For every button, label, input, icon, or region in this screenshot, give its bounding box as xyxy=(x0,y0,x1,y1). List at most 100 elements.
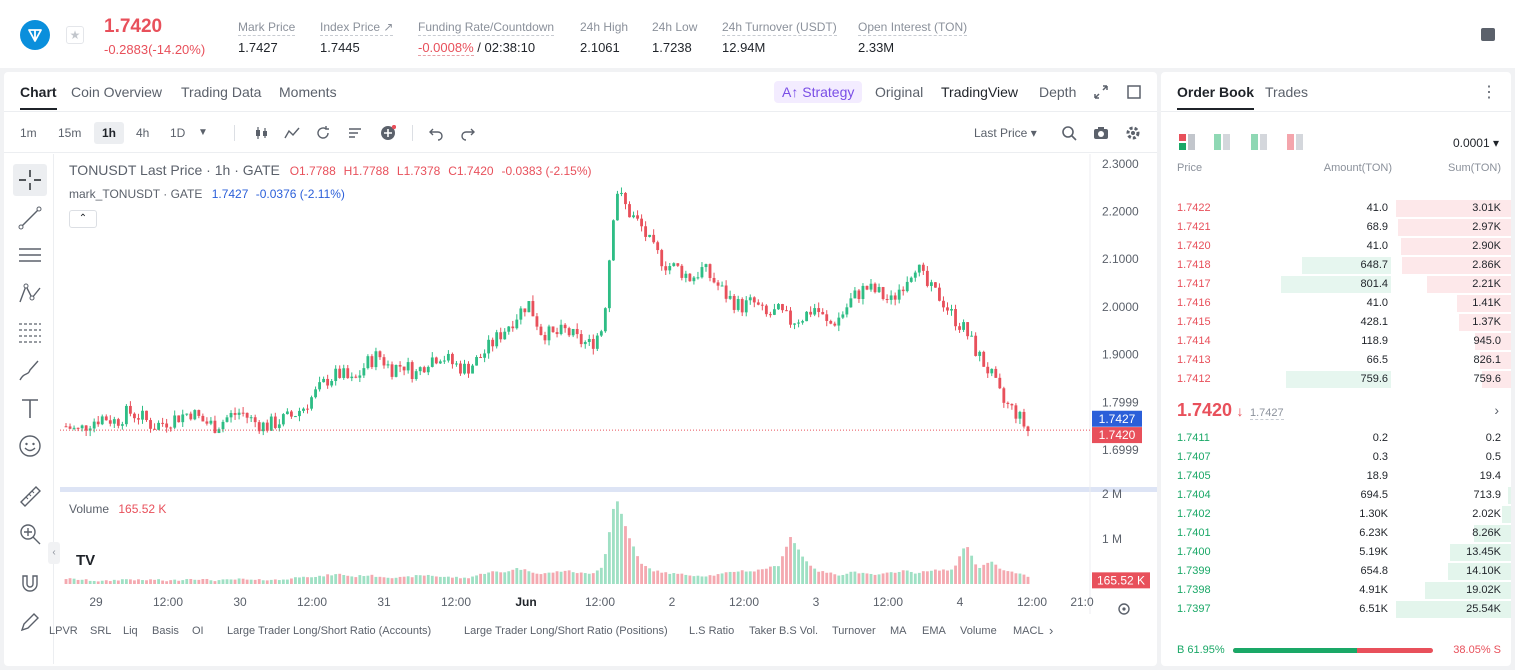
indicators-icon[interactable] xyxy=(284,125,300,141)
ask-row[interactable]: 1.7421 68.9 2.97K xyxy=(1161,218,1511,237)
tab-coin-overview[interactable]: Coin Overview xyxy=(71,84,163,100)
timeframe-15m[interactable]: 15m xyxy=(58,126,82,140)
chart-settings-icon[interactable] xyxy=(1117,602,1131,616)
volume-bar xyxy=(881,573,885,584)
bid-row[interactable]: 1.7401 6.23K 8.26K xyxy=(1161,524,1511,543)
volume-bar xyxy=(442,576,446,584)
bid-row[interactable]: 1.7397 6.51K 25.54K xyxy=(1161,600,1511,619)
indicator-item[interactable]: OI xyxy=(192,625,204,637)
indicator-item[interactable]: L.S Ratio xyxy=(689,625,735,637)
legend-change: -0.0383 (-2.15%) xyxy=(501,164,592,178)
fullscreen-icon[interactable] xyxy=(1127,85,1141,99)
brush-icon[interactable] xyxy=(18,358,42,382)
view-original[interactable]: Original xyxy=(875,84,924,100)
precision-select[interactable]: 0.0001 ▾ xyxy=(1452,136,1499,150)
candle-body xyxy=(84,425,88,431)
timeframe-1h[interactable]: 1h xyxy=(94,122,125,144)
ask-row[interactable]: 1.7413 66.5 826.1 xyxy=(1161,351,1511,370)
chevron-right-icon[interactable]: › xyxy=(1494,402,1499,418)
tab-trades[interactable]: Trades xyxy=(1265,84,1309,100)
bid-row[interactable]: 1.7411 0.2 0.2 xyxy=(1161,429,1511,448)
price-source-select[interactable]: Last Price ▾ xyxy=(974,126,1037,140)
ask-row[interactable]: 1.7417 801.4 2.21K xyxy=(1161,275,1511,294)
timeframe-1d[interactable]: 1D xyxy=(170,126,186,140)
bid-row[interactable]: 1.7404 694.5 713.9 xyxy=(1161,486,1511,505)
collapse-legend-button[interactable]: ⌃ xyxy=(69,210,97,228)
favorite-star-icon[interactable]: ★ xyxy=(66,26,84,44)
indicator-item[interactable]: Taker B.S Vol. xyxy=(749,625,819,637)
expand-icon[interactable] xyxy=(1094,85,1108,99)
view-both-icon[interactable] xyxy=(1179,134,1195,150)
more-options-icon[interactable]: ⋮ xyxy=(1481,84,1497,101)
add-alert-icon[interactable] xyxy=(380,125,396,141)
tab-chart[interactable]: Chart xyxy=(20,84,57,110)
volume-bar xyxy=(133,580,136,584)
bid-row[interactable]: 1.7405 18.9 19.4 xyxy=(1161,467,1511,486)
tab-moments[interactable]: Moments xyxy=(279,84,337,100)
templates-icon[interactable] xyxy=(347,125,363,141)
ruler-icon[interactable] xyxy=(18,484,42,508)
candle-body xyxy=(233,413,237,415)
ask-row[interactable]: 1.7412 759.6 759.6 xyxy=(1161,370,1511,389)
guide-book-icon[interactable] xyxy=(1481,28,1495,41)
indicator-item[interactable]: Large Trader Long/Short Ratio (Positions… xyxy=(464,625,668,637)
collapse-sidebar-button[interactable]: ‹ xyxy=(48,542,60,564)
view-bids-icon[interactable] xyxy=(1214,134,1230,150)
indicator-item[interactable]: MACL xyxy=(1013,625,1044,637)
indicator-item[interactable]: Volume xyxy=(960,625,997,637)
bid-row[interactable]: 1.7399 654.8 14.10K xyxy=(1161,562,1511,581)
ask-row[interactable]: 1.7422 41.0 3.01K xyxy=(1161,199,1511,218)
redo-icon[interactable] xyxy=(460,125,476,141)
chevron-right-icon[interactable]: › xyxy=(1049,623,1054,638)
bid-row[interactable]: 1.7402 1.30K 2.02K xyxy=(1161,505,1511,524)
fibonacci-icon[interactable] xyxy=(18,320,42,344)
search-icon[interactable] xyxy=(1061,125,1077,141)
volume-bar xyxy=(612,508,615,584)
indicator-item[interactable]: Large Trader Long/Short Ratio (Accounts) xyxy=(227,625,432,637)
pattern-icon[interactable] xyxy=(18,282,42,306)
view-depth[interactable]: Depth xyxy=(1039,84,1077,100)
bid-row[interactable]: 1.7398 4.91K 19.02K xyxy=(1161,581,1511,600)
view-asks-icon[interactable] xyxy=(1287,134,1303,150)
undo-icon[interactable] xyxy=(428,125,444,141)
timeframe-4h[interactable]: 4h xyxy=(136,126,150,140)
settings-gear-icon[interactable] xyxy=(1125,125,1141,141)
camera-icon[interactable] xyxy=(1093,125,1109,141)
indicator-item[interactable]: LPVR xyxy=(49,625,78,637)
emoji-icon[interactable] xyxy=(18,434,42,458)
stat-24h-turnover: 24h Turnover (USDT) 12.94M xyxy=(722,20,837,55)
ask-row[interactable]: 1.7414 118.9 945.0 xyxy=(1161,332,1511,351)
tab-trading-data[interactable]: Trading Data xyxy=(181,84,262,100)
bid-row[interactable]: 1.7400 5.19K 13.45K xyxy=(1161,543,1511,562)
text-tool-icon[interactable] xyxy=(18,396,42,420)
horizontal-lines-icon[interactable] xyxy=(18,244,42,268)
stat-index-price[interactable]: Index Price ↗ 1.7445 xyxy=(320,20,394,55)
indicator-item[interactable]: EMA xyxy=(922,625,946,637)
zoom-in-icon[interactable] xyxy=(18,522,42,546)
indicator-item[interactable]: Basis xyxy=(152,625,179,637)
view-buys-icon[interactable] xyxy=(1251,134,1267,150)
ask-row[interactable]: 1.7418 648.7 2.86K xyxy=(1161,256,1511,275)
tab-order-book[interactable]: Order Book xyxy=(1177,84,1255,110)
crosshair-tool[interactable] xyxy=(13,164,47,196)
candle-body xyxy=(849,298,853,308)
ask-row[interactable]: 1.7415 428.1 1.37K xyxy=(1161,313,1511,332)
indicator-item[interactable]: SRL xyxy=(90,625,112,637)
refresh-icon[interactable] xyxy=(315,125,331,141)
indicator-item[interactable]: Turnover xyxy=(832,625,876,637)
indicator-item[interactable]: Liq xyxy=(123,625,138,637)
pencil-lock-icon[interactable] xyxy=(18,610,42,634)
timeframe-1m[interactable]: 1m xyxy=(20,126,37,140)
magnet-icon[interactable] xyxy=(18,572,42,596)
bid-row[interactable]: 1.7407 0.3 0.5 xyxy=(1161,448,1511,467)
ask-row[interactable]: 1.7416 41.0 1.41K xyxy=(1161,294,1511,313)
candle-body xyxy=(998,377,1002,389)
candle-type-icon[interactable] xyxy=(254,125,270,141)
ask-row[interactable]: 1.7420 41.0 2.90K xyxy=(1161,237,1511,256)
strategy-button[interactable]: A↑ Strategy xyxy=(774,81,863,103)
timeframe-dropdown-icon[interactable]: ▼ xyxy=(198,127,208,138)
indicator-item[interactable]: MA xyxy=(890,625,907,637)
view-tradingview[interactable]: TradingView xyxy=(941,84,1019,100)
price-chart[interactable]: 2.3000 2.2000 2.1000 2.0000 1.9000 1.7999 1.69… xyxy=(60,154,1157,614)
trendline-icon[interactable] xyxy=(18,206,42,230)
